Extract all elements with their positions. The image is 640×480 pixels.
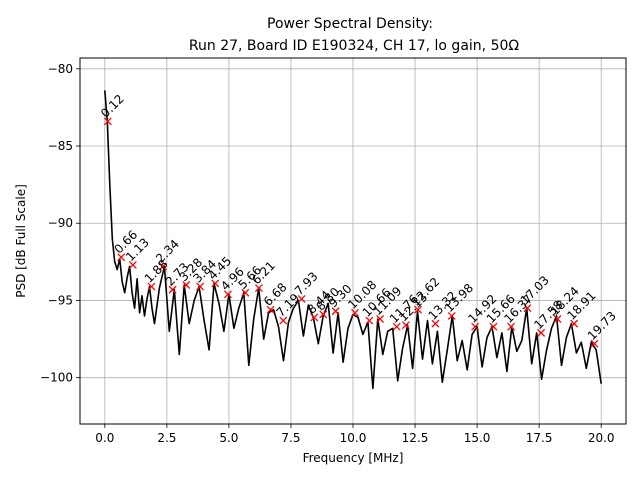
psd-line — [104, 90, 602, 390]
peak-marker — [266, 305, 275, 314]
x-tick-label: 20.0 — [588, 431, 615, 445]
peak-marker — [351, 308, 359, 317]
peak-marker — [297, 294, 306, 303]
peak-marker — [168, 285, 177, 294]
peak-marker — [241, 288, 250, 297]
peak-marker — [523, 304, 532, 313]
peak-marker — [365, 316, 374, 325]
peak-marker — [196, 282, 205, 291]
peak-marker — [182, 281, 191, 289]
y-tick-label: −100 — [40, 371, 73, 385]
axis-ticks: 0.0 2.5 5.0 7.5 10.0 12.5 15.0 17.5 20.0 −100 −95 −… — [40, 62, 615, 445]
y-tick-label: −95 — [48, 293, 73, 307]
x-tick-label: 0.0 — [95, 431, 114, 445]
chart-title-line1: Power Spectral Density: — [267, 16, 433, 32]
peak-marker — [537, 328, 546, 337]
y-axis-label: PSD [dB Full Scale] — [14, 184, 28, 298]
peak-marker — [331, 307, 340, 316]
grid — [80, 58, 626, 424]
x-tick-label: 17.5 — [526, 431, 553, 445]
peak-marker — [254, 284, 263, 293]
peak-marker — [392, 322, 401, 331]
x-tick-label: 5.0 — [219, 431, 238, 445]
x-tick-label: 2.5 — [157, 431, 176, 445]
x-tick-label: 15.0 — [464, 431, 491, 445]
peak-marker — [158, 262, 167, 271]
peak-marker — [223, 290, 232, 299]
plot-area — [103, 90, 602, 390]
y-tick-label: −85 — [48, 139, 73, 153]
peak-marker — [414, 305, 422, 314]
peak-marker — [279, 316, 288, 325]
peak-marker — [147, 282, 156, 291]
peak-marker — [590, 339, 599, 348]
peak-marker — [310, 313, 319, 322]
peak-marker — [117, 253, 126, 262]
peak-marker — [128, 260, 137, 269]
peak-marker — [447, 311, 456, 320]
x-tick-label: 7.5 — [281, 431, 300, 445]
peak-marker — [489, 322, 498, 331]
peak-marker — [103, 117, 112, 126]
peak-marker — [431, 319, 440, 328]
peak-marker — [553, 315, 562, 323]
y-tick-label: −80 — [48, 62, 73, 76]
peak-marker — [319, 310, 328, 319]
x-tick-label: 10.0 — [340, 431, 367, 445]
peak-marker — [471, 322, 480, 331]
chart-title-line2: Run 27, Board ID E190324, CH 17, lo gain… — [189, 38, 519, 54]
peak-marker — [570, 319, 579, 328]
peak-marker — [211, 279, 220, 288]
y-tick-label: −90 — [48, 216, 73, 230]
x-axis-label: Frequency [MHz] — [303, 451, 404, 465]
x-tick-label: 12.5 — [402, 431, 429, 445]
peak-marker — [401, 321, 410, 330]
peak-marker — [376, 315, 385, 323]
peak-marker — [507, 322, 516, 331]
